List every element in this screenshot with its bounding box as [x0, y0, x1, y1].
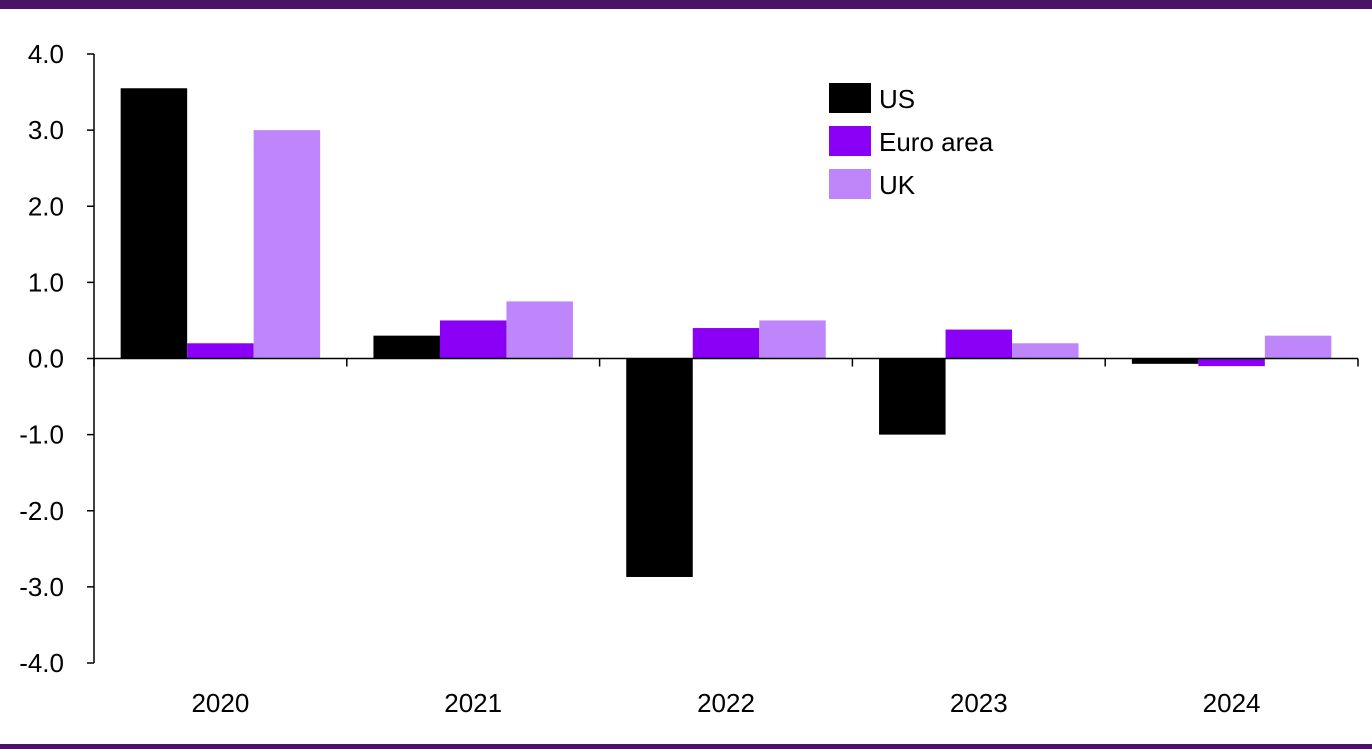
bar-euro-area-2020: [187, 343, 254, 359]
legend: US Euro area UK: [829, 83, 994, 200]
y-tick-label: 0.0: [28, 344, 64, 374]
bar-uk-2024: [1264, 335, 1332, 359]
bar-euro-area-2023: [945, 329, 1013, 359]
legend-swatch-us: [829, 83, 871, 113]
top-rule: [0, 0, 1372, 9]
y-tick-label: -1.0: [19, 420, 64, 450]
legend-label: UK: [879, 170, 916, 200]
legend-swatch-uk: [829, 169, 871, 199]
bar-uk-2023: [1012, 343, 1079, 359]
bar-us-2022: [626, 358, 693, 577]
bar-euro-area-2022: [692, 328, 760, 359]
bar-us-2024: [1131, 358, 1199, 364]
y-tick-label: -2.0: [19, 496, 64, 526]
y-tick-label: -3.0: [19, 572, 64, 602]
legend-label: US: [879, 84, 915, 114]
y-tick-label: 3.0: [28, 115, 64, 145]
bar-euro-area-2021: [439, 320, 507, 359]
bars-group: [120, 88, 1332, 577]
legend-swatch-euro-area: [829, 126, 871, 156]
bar-us-2021: [373, 335, 440, 359]
y-tick-label: 2.0: [28, 191, 64, 221]
bar-us-2023: [879, 358, 946, 435]
bar-uk-2021: [506, 301, 573, 359]
bar-uk-2022: [759, 320, 826, 359]
x-tick-label: 2023: [950, 688, 1008, 718]
x-axis-ticks: 2020 2021 2022 2023 2024: [93, 358, 1359, 718]
bar-euro-area-2024: [1198, 358, 1265, 367]
x-tick-label: 2021: [444, 688, 502, 718]
bar-uk-2020: [253, 130, 321, 359]
x-tick-label: 2024: [1203, 688, 1261, 718]
x-tick-label: 2022: [697, 688, 755, 718]
y-tick-label: -4.0: [19, 648, 64, 678]
x-tick-label: 2020: [191, 688, 249, 718]
y-axis-ticks: 4.0 3.0 2.0 1.0 0.0 -1.0 -2.0 -3.0 -4.0: [19, 39, 94, 678]
y-tick-label: 4.0: [28, 39, 64, 69]
y-tick-label: 1.0: [28, 267, 64, 297]
bar-us-2020: [120, 88, 188, 359]
bottom-rule: [0, 744, 1372, 749]
legend-label: Euro area: [879, 127, 994, 157]
